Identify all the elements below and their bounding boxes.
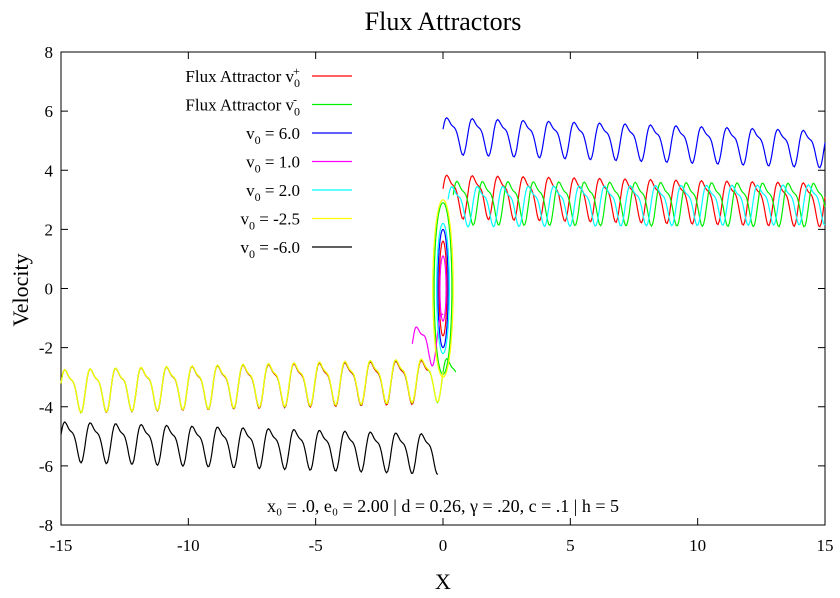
y-tick-label: 6 — [45, 102, 54, 121]
series-layer — [60, 117, 826, 475]
y-tick-label: -4 — [39, 398, 54, 417]
legend-label: v0 = 2.0 — [246, 181, 300, 204]
x-tick-label: 15 — [817, 536, 834, 555]
y-tick-label: -2 — [39, 339, 53, 358]
series-central-loop — [438, 240, 448, 337]
legend-entry: Flux Attractor v0+ — [185, 64, 352, 90]
legend-label: v0 = -6.0 — [241, 238, 301, 261]
legend-label: v0 = -2.5 — [241, 210, 301, 233]
y-tick-label: -6 — [39, 457, 53, 476]
series-central-loop — [433, 202, 453, 375]
series-line-negative — [60, 358, 444, 414]
x-tick-label: 10 — [689, 536, 706, 555]
y-tick-label: 2 — [45, 220, 54, 239]
legend-label: v0 = 6.0 — [246, 124, 300, 147]
legend-entry: v0 = 6.0 — [246, 124, 352, 147]
legend-label: Flux Attractor v0- — [185, 93, 300, 119]
series-4 — [436, 184, 826, 355]
series-2 — [437, 117, 826, 349]
series-line-positive — [447, 184, 826, 228]
x-tick-label: -10 — [177, 536, 200, 555]
series-central-loop — [432, 199, 454, 378]
x-axis-label: X — [435, 569, 451, 593]
legend: Flux Attractor v0+ Flux Attractor v0- v0 =… — [185, 64, 352, 261]
series-central-loop — [439, 255, 447, 322]
y-tick-label: 4 — [45, 161, 54, 180]
y-axis-label: Velocity — [8, 253, 33, 326]
series-5 — [60, 199, 454, 414]
series-line-positive — [442, 117, 826, 169]
series-central-loop — [437, 228, 449, 349]
legend-label: Flux Attractor v0+ — [185, 64, 300, 90]
legend-entry: Flux Attractor v0- — [185, 93, 352, 119]
series-6 — [60, 421, 439, 475]
series-line-positive — [452, 180, 826, 228]
y-tick-label: 0 — [45, 280, 54, 299]
series-1 — [60, 180, 826, 414]
legend-entry: v0 = 2.0 — [246, 181, 352, 204]
y-tick-label: -8 — [39, 516, 53, 535]
legend-entry: v0 = -2.5 — [241, 210, 352, 233]
legend-label: v0 = 1.0 — [246, 153, 300, 176]
plot-frame — [60, 51, 826, 526]
series-central-loop — [436, 222, 450, 355]
x-tick-label: -5 — [309, 536, 323, 555]
y-tick-label: 8 — [45, 43, 54, 62]
chart-title: Flux Attractors — [365, 7, 522, 36]
x-tick-label: 5 — [566, 536, 575, 555]
x-tick-label: -15 — [50, 536, 73, 555]
legend-entry: v0 = 1.0 — [246, 153, 352, 176]
axes: -15 -10 -5 0 5 10 15 -8 -6 -4 -2 0 2 4 6 8 — [39, 43, 834, 555]
chart-annotation: x₀ = .0, e₀ = 2.00 | d = 0.26, γ = .20, … — [267, 496, 619, 516]
series-line-negative — [60, 421, 439, 475]
x-tick-label: 0 — [439, 536, 448, 555]
legend-entry: v0 = -6.0 — [241, 238, 352, 261]
